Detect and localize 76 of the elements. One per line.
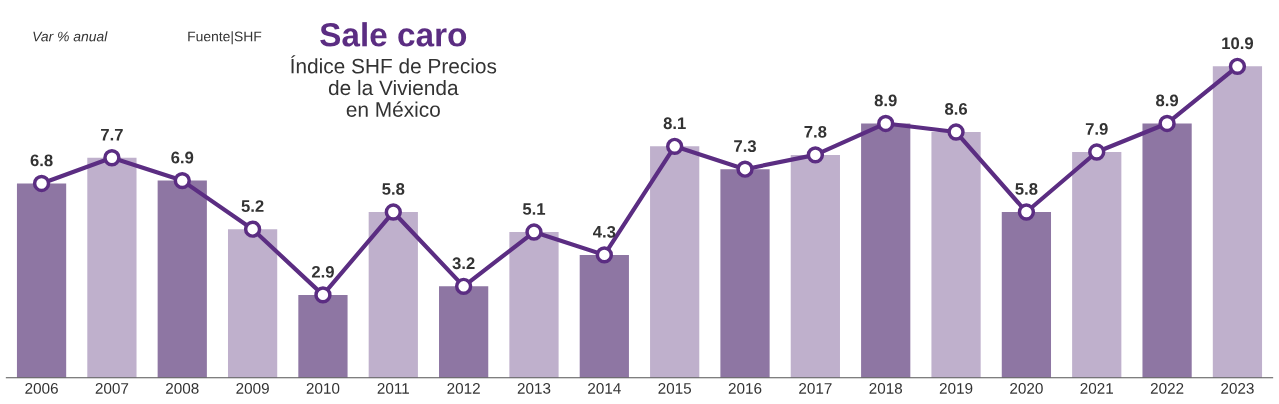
bar <box>1142 123 1192 378</box>
data-label: 4.3 <box>593 225 616 238</box>
bar <box>16 183 67 378</box>
x-tick-label: 2015 <box>658 383 692 394</box>
bar <box>1072 152 1122 378</box>
data-label: 5.2 <box>241 200 264 212</box>
x-tick-label: 2017 <box>799 383 832 394</box>
data-label: 8.9 <box>874 94 897 107</box>
bar <box>720 169 770 378</box>
data-label: 5.1 <box>522 203 546 215</box>
chart-title: Sale caro <box>320 22 467 47</box>
data-label: 7.3 <box>734 140 756 153</box>
point <box>1158 114 1176 133</box>
bar <box>509 232 559 378</box>
bar <box>1001 212 1052 378</box>
x-tick-label: 2010 <box>306 383 340 394</box>
point <box>736 160 754 178</box>
x-tick-label: 2012 <box>447 383 480 394</box>
x-tick-label: 2013 <box>517 383 551 394</box>
point <box>665 137 684 156</box>
point <box>384 203 402 221</box>
x-tick-label: 2022 <box>1150 383 1184 394</box>
chart-subtitle: Índice SHF de Precios de la Vivienda en México <box>291 55 497 117</box>
x-tick-label: 2007 <box>95 383 129 394</box>
bar <box>579 254 629 378</box>
data-label: 6.8 <box>30 154 53 167</box>
bar <box>931 132 981 378</box>
bar <box>861 123 911 378</box>
bar <box>650 146 700 378</box>
x-tick-label: 2023 <box>1221 383 1254 394</box>
bar <box>87 157 137 378</box>
x-tick-label: 2021 <box>1080 383 1113 394</box>
point <box>454 277 473 295</box>
x-tick-label: 2008 <box>166 383 199 394</box>
x-tick-label: 2016 <box>728 383 762 394</box>
data-label: 7.9 <box>1085 123 1108 135</box>
bar <box>298 294 348 378</box>
x-tick-label: 2009 <box>236 383 269 394</box>
data-label: 8.9 <box>1156 94 1179 107</box>
text: Var % anual <box>33 31 108 42</box>
x-tick-label: 2018 <box>869 383 903 394</box>
data-label: 2.9 <box>311 265 334 278</box>
source-note: Fuente|SHF <box>188 31 262 45</box>
x-tick-label: 2019 <box>939 383 973 394</box>
data-label: 8.1 <box>663 117 686 130</box>
data-label: 8.6 <box>945 103 968 115</box>
bar <box>1212 66 1263 378</box>
data-label: 10.9 <box>1222 37 1254 50</box>
data-label: 7.8 <box>804 125 827 138</box>
point <box>173 171 191 190</box>
point <box>1228 57 1247 76</box>
point <box>947 123 965 141</box>
point <box>1017 203 1036 221</box>
bar <box>227 229 278 378</box>
x-tick-label: 2014 <box>588 383 621 394</box>
data-label: 5.8 <box>1015 183 1038 195</box>
point <box>314 286 332 304</box>
point <box>525 223 543 241</box>
point <box>243 220 262 238</box>
x-tick-label: 2011 <box>377 383 409 394</box>
bar <box>368 212 418 378</box>
data-label: 6.9 <box>171 151 194 164</box>
x-tick-label: 2006 <box>25 383 58 394</box>
point <box>103 149 121 167</box>
bar <box>157 180 207 378</box>
point <box>877 114 895 133</box>
data-label: 7.7 <box>101 128 123 141</box>
data-label: 5.8 <box>382 183 405 195</box>
point <box>806 146 825 164</box>
point <box>1088 143 1106 161</box>
point <box>595 246 614 264</box>
x-tick-label: 2020 <box>1010 383 1043 394</box>
data-label: 3.2 <box>452 257 475 270</box>
bar <box>790 154 840 378</box>
bar <box>439 286 489 378</box>
point <box>32 174 51 193</box>
